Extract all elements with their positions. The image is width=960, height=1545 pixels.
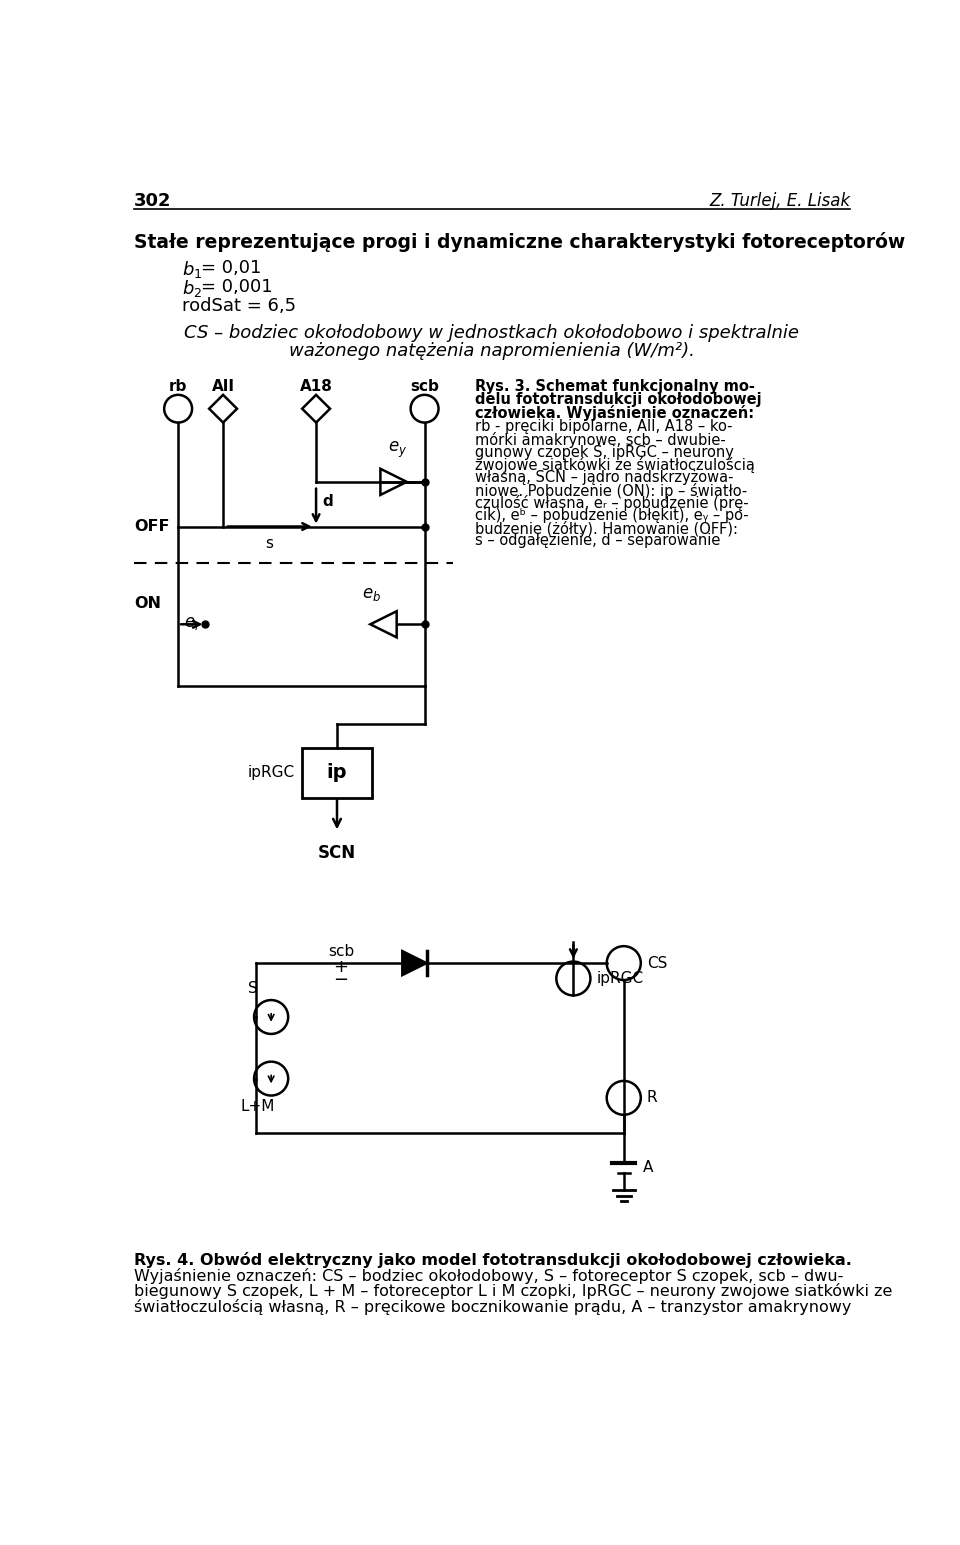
Text: A: A <box>643 1160 654 1176</box>
Polygon shape <box>402 950 427 975</box>
Text: czulość własna, eᵣ – pobudzenie (prę-: czulość własna, eᵣ – pobudzenie (prę- <box>475 496 749 511</box>
Text: budzenie (żółty). Hamowanie (OFF):: budzenie (żółty). Hamowanie (OFF): <box>475 521 738 536</box>
Text: R: R <box>647 1091 658 1105</box>
Text: −: − <box>333 972 348 989</box>
Text: +: + <box>333 958 348 976</box>
Text: zwojowe siatkówki ze światłoczulością: zwojowe siatkówki ze światłoczulością <box>475 457 755 473</box>
Text: OFF: OFF <box>134 519 170 535</box>
Text: AII: AII <box>211 380 234 394</box>
Text: ipRGC: ipRGC <box>596 970 644 986</box>
Bar <box>302 748 372 797</box>
Text: CS – bodziec okołodobowy w jednostkach okołodobowo i spektralnie: CS – bodziec okołodobowy w jednostkach o… <box>184 324 800 341</box>
Text: $b_2$: $b_2$ <box>182 278 203 298</box>
Text: = 0,001: = 0,001 <box>202 278 273 295</box>
Text: s – odgałęzienie, d – separowanie: s – odgałęzienie, d – separowanie <box>475 533 720 548</box>
Text: $b_1$: $b_1$ <box>182 258 203 280</box>
Text: własną, SCN – jądro nadskrzyżowa-: własną, SCN – jądro nadskrzyżowa- <box>475 470 733 485</box>
Text: cik), eᵇ – pobudzenie (błękit), eᵧ – po-: cik), eᵇ – pobudzenie (błękit), eᵧ – po- <box>475 508 749 524</box>
Text: Stałe reprezentujące progi i dynamiczne charakterystyki fotoreceptorów: Stałe reprezentujące progi i dynamiczne … <box>134 232 905 252</box>
Text: gunowy czopek S, ipRGC – neurony: gunowy czopek S, ipRGC – neurony <box>475 445 733 459</box>
Text: mórki amakrynowe, scb – dwubie-: mórki amakrynowe, scb – dwubie- <box>475 431 726 448</box>
Text: scb: scb <box>410 380 439 394</box>
Text: ON: ON <box>134 596 161 610</box>
Text: s: s <box>266 536 274 550</box>
Text: biegunowy S czopek, L + M – fotoreceptor L i M czopki, IpRGC – neurony zwojowe s: biegunowy S czopek, L + M – fotoreceptor… <box>134 1284 893 1299</box>
Text: niowe. Pobudzenie (ON): ip – światło-: niowe. Pobudzenie (ON): ip – światło- <box>475 482 747 499</box>
Text: $e_y$: $e_y$ <box>388 440 407 460</box>
Text: = 0,01: = 0,01 <box>202 258 262 277</box>
Text: człowieka. Wyjaśnienie oznaczeń:: człowieka. Wyjaśnienie oznaczeń: <box>475 405 754 420</box>
Text: delu fototransdukcji okołodobowej: delu fototransdukcji okołodobowej <box>475 392 761 408</box>
Text: Z. Turlej, E. Lisak: Z. Turlej, E. Lisak <box>708 192 850 210</box>
Text: scb: scb <box>327 944 354 959</box>
Text: Wyjaśnienie oznaczeń: CS – bodziec okołodobowy, S – fotoreceptor S czopek, scb –: Wyjaśnienie oznaczeń: CS – bodziec około… <box>134 1268 843 1284</box>
Text: Rys. 3. Schemat funkcjonalny mo-: Rys. 3. Schemat funkcjonalny mo- <box>475 380 755 394</box>
Text: $e_b$: $e_b$ <box>362 584 381 603</box>
Text: SCN: SCN <box>318 844 356 862</box>
Text: ważonego natężenia napromienienia (W/m²).: ważonego natężenia napromienienia (W/m²)… <box>289 341 695 360</box>
Text: S: S <box>248 981 257 997</box>
Text: rodSat = 6,5: rodSat = 6,5 <box>182 297 296 315</box>
Text: ipRGC: ipRGC <box>248 765 295 780</box>
Text: d: d <box>323 493 333 508</box>
Text: ip: ip <box>326 763 348 782</box>
Text: CS: CS <box>647 956 667 970</box>
Text: światłoczulością własną, R – pręcikowe bocznikowanie prądu, A – tranzystor amakr: światłoczulością własną, R – pręcikowe b… <box>134 1299 852 1315</box>
Text: Rys. 4. Obwód elektryczny jako model fototransdukcji okołodobowej człowieka.: Rys. 4. Obwód elektryczny jako model fot… <box>134 1251 852 1268</box>
Text: A18: A18 <box>300 380 332 394</box>
Text: rb: rb <box>169 380 187 394</box>
Text: rb - pręciki bipolarne, AII, A18 – ko-: rb - pręciki bipolarne, AII, A18 – ko- <box>475 419 732 434</box>
Text: $e_r$: $e_r$ <box>183 613 202 632</box>
Text: L+M: L+M <box>240 1100 275 1114</box>
Text: 302: 302 <box>134 192 172 210</box>
